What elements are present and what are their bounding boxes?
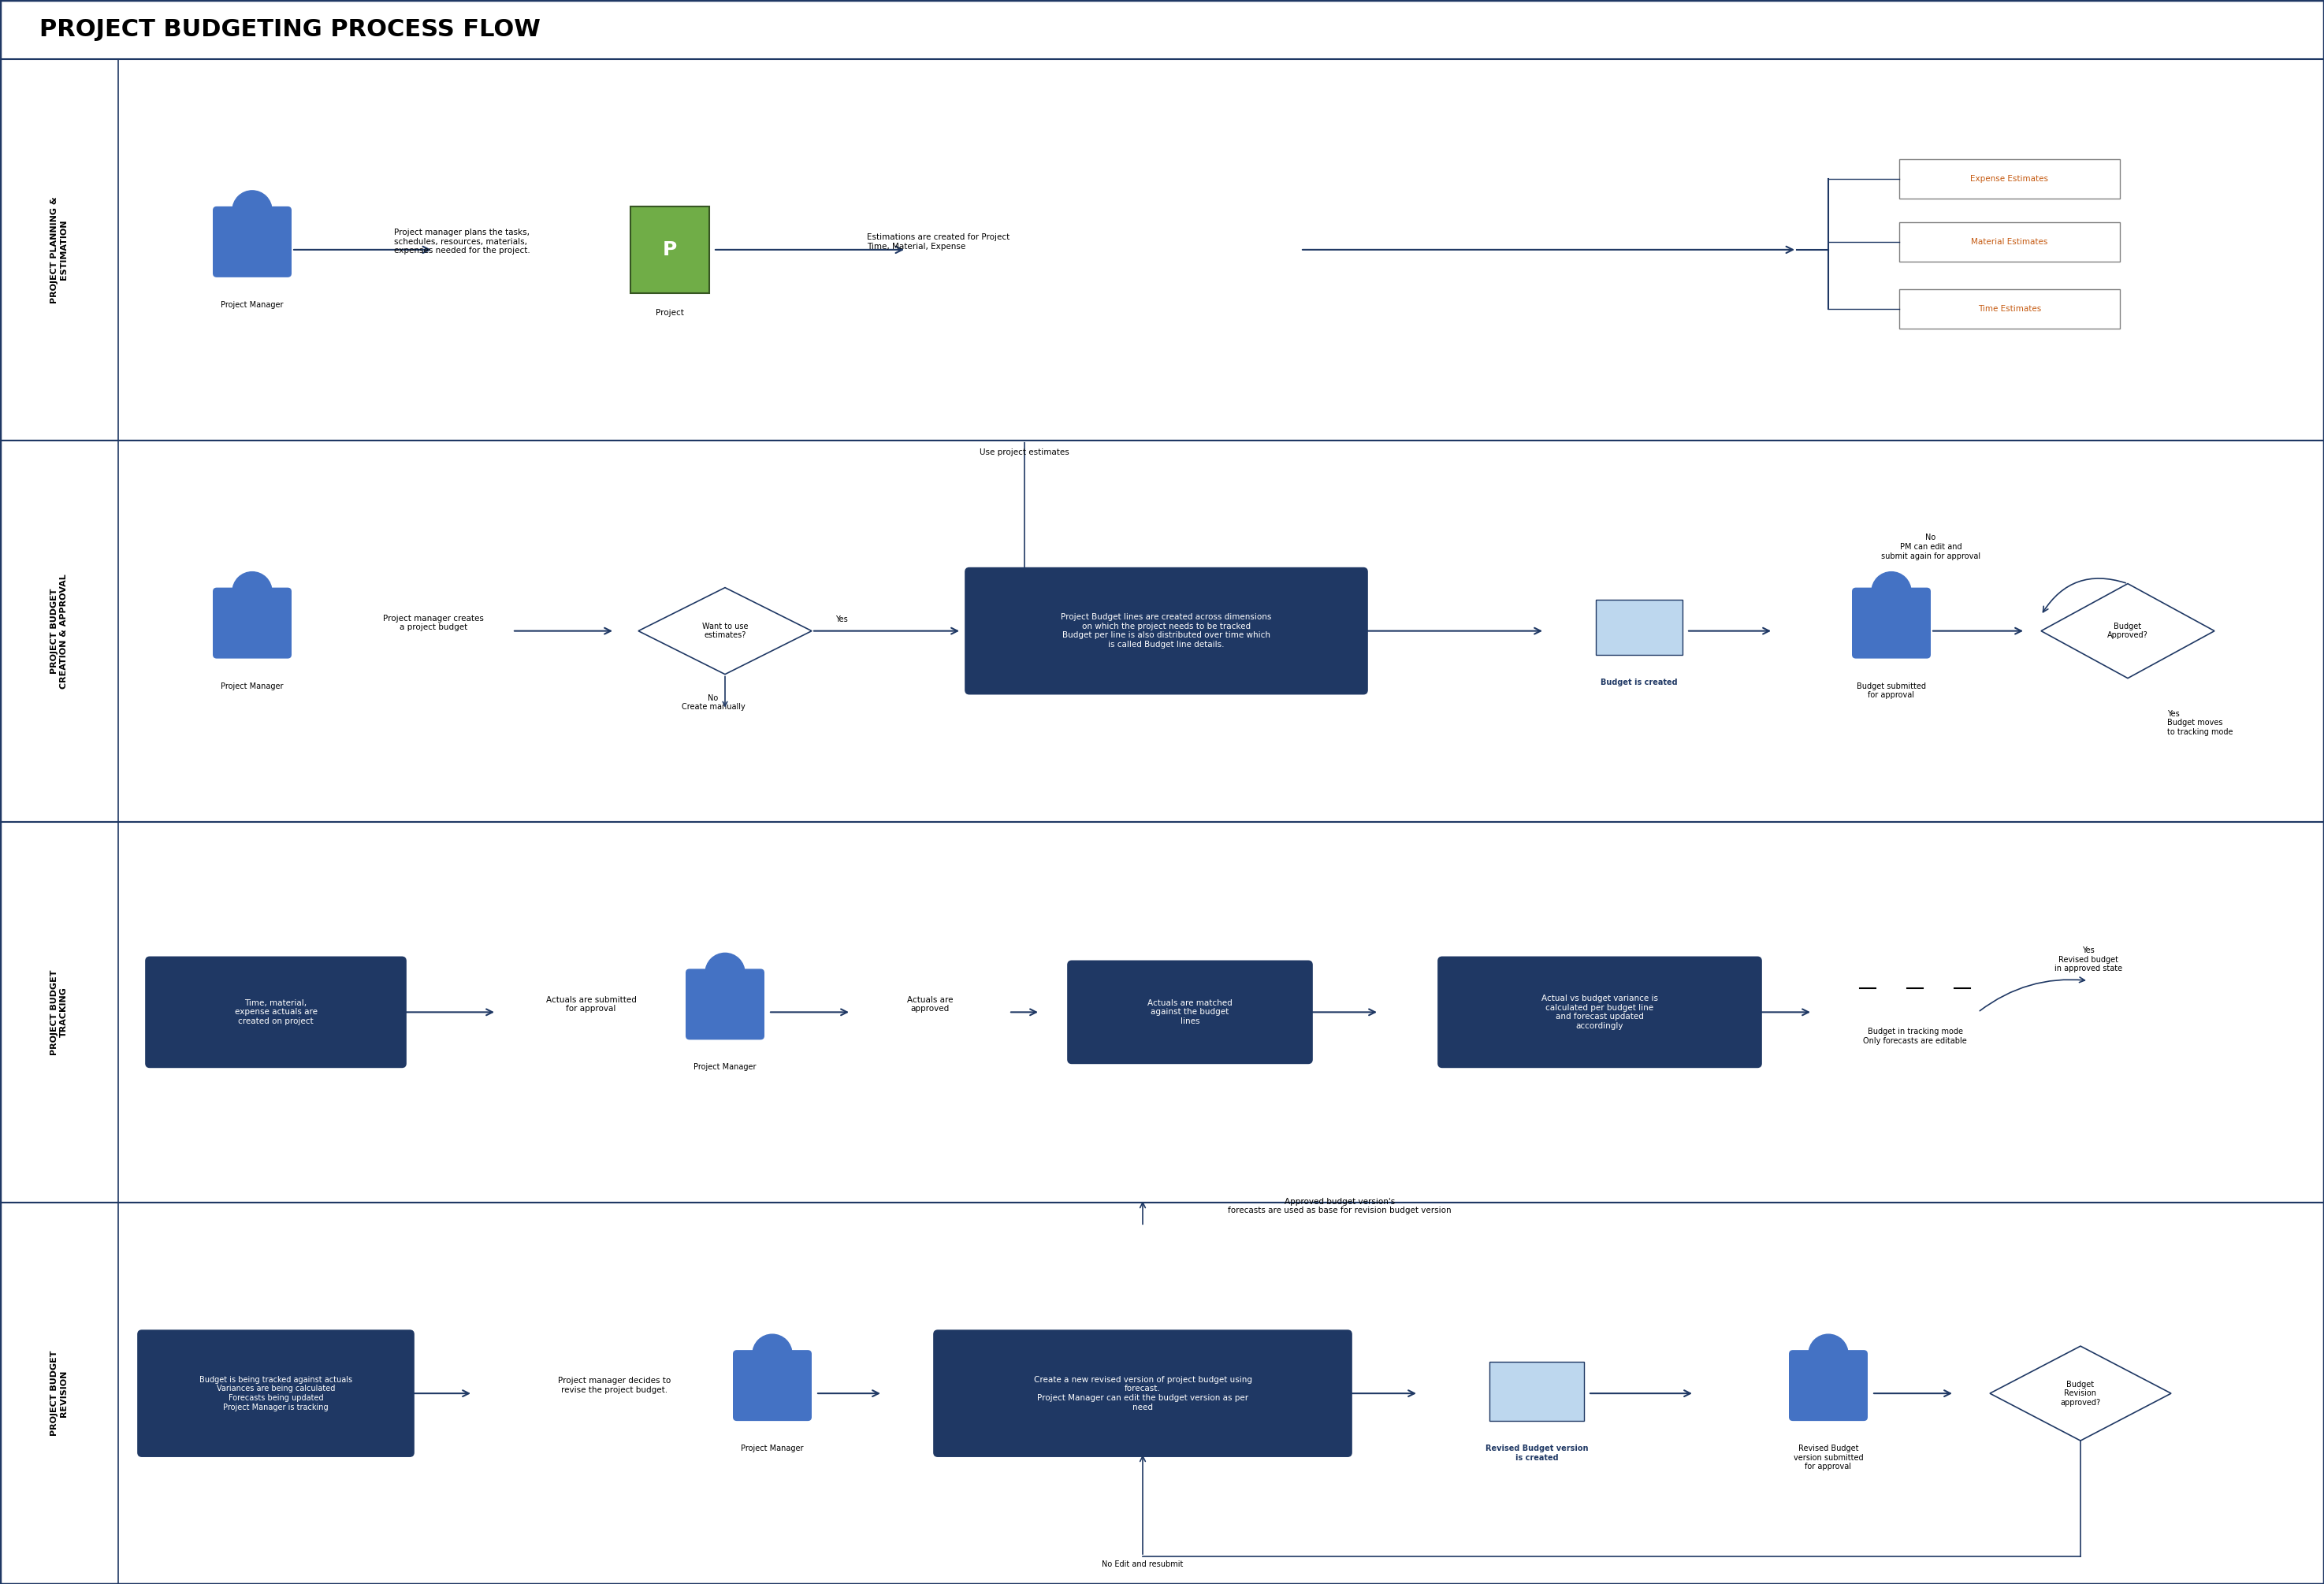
Text: PROJECT BUDGET
CREATION & APPROVAL: PROJECT BUDGET CREATION & APPROVAL xyxy=(51,573,67,689)
Text: Project: Project xyxy=(655,309,683,317)
Text: Yes
Revised budget
in approved state: Yes Revised budget in approved state xyxy=(2054,947,2122,973)
Text: PROJECT BUDGET
REVISION: PROJECT BUDGET REVISION xyxy=(51,1351,67,1437)
Circle shape xyxy=(753,1334,792,1373)
Polygon shape xyxy=(639,588,811,675)
Text: Revised Budget
version submitted
for approval: Revised Budget version submitted for app… xyxy=(1794,1445,1864,1472)
Text: Expense Estimates: Expense Estimates xyxy=(1971,174,2047,182)
Text: Actuals are matched
against the budget
lines: Actuals are matched against the budget l… xyxy=(1148,1000,1232,1025)
Text: Create a new revised version of project budget using
forecast.
Project Manager c: Create a new revised version of project … xyxy=(1034,1376,1253,1411)
Text: Estimations are created for Project
Time, Material, Expense: Estimations are created for Project Time… xyxy=(867,233,1009,250)
Text: Actuals are submitted
for approval: Actuals are submitted for approval xyxy=(546,996,637,1012)
Text: Budget submitted
for approval: Budget submitted for approval xyxy=(1857,683,1927,699)
Text: Actuals are
approved: Actuals are approved xyxy=(906,996,953,1012)
FancyBboxPatch shape xyxy=(137,1331,414,1456)
FancyBboxPatch shape xyxy=(964,569,1367,694)
Text: Revised Budget version
is created: Revised Budget version is created xyxy=(1485,1445,1587,1462)
FancyBboxPatch shape xyxy=(732,1350,811,1421)
Text: Want to use
estimates?: Want to use estimates? xyxy=(702,623,748,640)
Text: Use project estimates: Use project estimates xyxy=(981,448,1069,456)
Polygon shape xyxy=(1989,1346,2171,1441)
FancyBboxPatch shape xyxy=(686,969,765,1039)
Text: Project manager decides to
revise the project budget.: Project manager decides to revise the pr… xyxy=(558,1376,672,1394)
Text: Project manager plans the tasks,
schedules, resources, materials,
expenses neede: Project manager plans the tasks, schedul… xyxy=(395,228,530,255)
Text: Project Manager: Project Manager xyxy=(221,683,284,691)
Text: Budget
Approved?: Budget Approved? xyxy=(2108,623,2147,640)
Text: No
Create manually: No Create manually xyxy=(681,694,746,711)
Text: Time Estimates: Time Estimates xyxy=(1978,304,2040,312)
Text: Budget is being tracked against actuals
Variances are being calculated
Forecasts: Budget is being tracked against actuals … xyxy=(200,1376,353,1411)
FancyBboxPatch shape xyxy=(1439,957,1762,1068)
Text: Time, material,
expense actuals are
created on project: Time, material, expense actuals are crea… xyxy=(235,1000,316,1025)
Text: Material Estimates: Material Estimates xyxy=(1971,238,2047,246)
Text: Budget in tracking mode
Only forecasts are editable: Budget in tracking mode Only forecasts a… xyxy=(1864,1028,1966,1045)
Text: Project Manager: Project Manager xyxy=(221,301,284,309)
FancyBboxPatch shape xyxy=(1597,599,1683,654)
FancyBboxPatch shape xyxy=(0,0,2324,59)
FancyBboxPatch shape xyxy=(214,206,290,277)
Circle shape xyxy=(704,954,744,993)
FancyBboxPatch shape xyxy=(1899,222,2119,261)
Text: No Edit and resubmit: No Edit and resubmit xyxy=(1102,1560,1183,1568)
Text: P: P xyxy=(662,241,676,260)
FancyBboxPatch shape xyxy=(214,588,290,659)
FancyBboxPatch shape xyxy=(1490,1362,1585,1421)
FancyBboxPatch shape xyxy=(934,1331,1353,1456)
FancyBboxPatch shape xyxy=(1067,961,1313,1063)
Circle shape xyxy=(232,190,272,230)
Text: Approved budget version's
forecasts are used as base for revision budget version: Approved budget version's forecasts are … xyxy=(1227,1198,1452,1215)
Text: Actual vs budget variance is
calculated per budget line
and forecast updated
acc: Actual vs budget variance is calculated … xyxy=(1541,995,1657,1030)
FancyBboxPatch shape xyxy=(146,957,407,1068)
Text: Project Manager: Project Manager xyxy=(693,1063,755,1071)
Text: Project manager creates
a project budget: Project manager creates a project budget xyxy=(383,615,483,632)
Text: Yes: Yes xyxy=(834,615,848,623)
Text: Project Manager: Project Manager xyxy=(741,1445,804,1453)
Text: Budget
Revision
approved?: Budget Revision approved? xyxy=(2061,1380,2101,1407)
Circle shape xyxy=(232,572,272,611)
FancyBboxPatch shape xyxy=(0,59,2324,440)
FancyBboxPatch shape xyxy=(1852,588,1931,659)
FancyBboxPatch shape xyxy=(630,206,709,293)
Text: No
PM can edit and
submit again for approval: No PM can edit and submit again for appr… xyxy=(1880,534,1980,561)
Text: Project Budget lines are created across dimensions
on which the project needs to: Project Budget lines are created across … xyxy=(1062,613,1271,648)
Text: PROJECT BUDGETING PROCESS FLOW: PROJECT BUDGETING PROCESS FLOW xyxy=(40,17,541,41)
Text: PROJECT BUDGET
TRACKING: PROJECT BUDGET TRACKING xyxy=(51,969,67,1055)
FancyBboxPatch shape xyxy=(1899,158,2119,198)
FancyBboxPatch shape xyxy=(1789,1350,1868,1421)
Text: Yes
Budget moves
to tracking mode: Yes Budget moves to tracking mode xyxy=(2168,710,2233,737)
FancyBboxPatch shape xyxy=(0,822,2324,1202)
Text: PROJECT PLANNING &
ESTIMATION: PROJECT PLANNING & ESTIMATION xyxy=(51,196,67,303)
FancyBboxPatch shape xyxy=(1899,290,2119,328)
FancyBboxPatch shape xyxy=(0,1202,2324,1584)
Circle shape xyxy=(1808,1334,1848,1373)
Text: Budget is created: Budget is created xyxy=(1601,678,1678,686)
Circle shape xyxy=(1871,572,1910,611)
FancyBboxPatch shape xyxy=(0,440,2324,822)
Polygon shape xyxy=(2040,583,2215,678)
